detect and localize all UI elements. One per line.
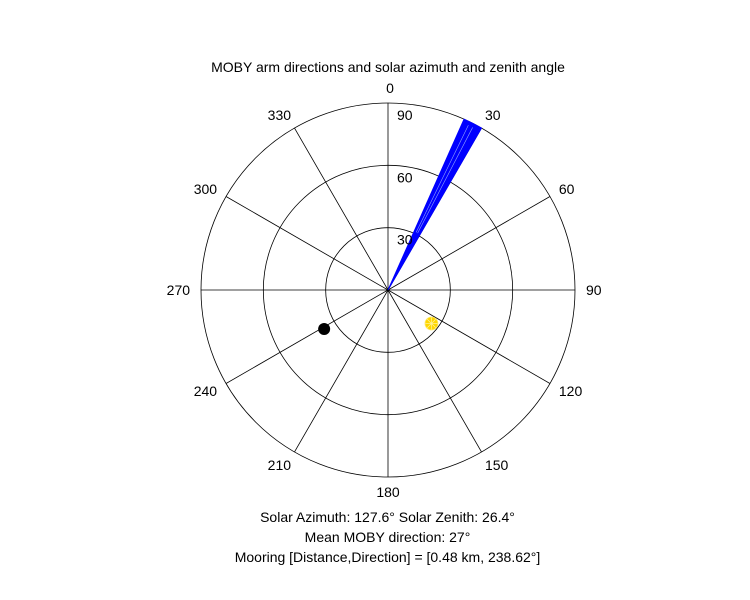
theta-tick-label: 180 — [376, 484, 400, 500]
mooring-line: Mooring [Distance,Direction] = [0.48 km,… — [234, 549, 541, 565]
grid-spoke — [387, 289, 551, 384]
theta-tick-label: 210 — [268, 457, 292, 473]
theta-tick-label: 330 — [268, 107, 292, 123]
moby-arm-line — [415, 125, 469, 233]
sun-ray — [431, 323, 436, 328]
theta-tick-label: 240 — [194, 383, 218, 399]
theta-tick-label: 90 — [586, 282, 602, 298]
theta-tick-label: 60 — [559, 181, 575, 197]
sun-ray — [431, 318, 436, 324]
r-tick-label: 60 — [397, 169, 413, 185]
grid-spoke — [387, 196, 551, 291]
data-layer — [318, 118, 483, 335]
solar-info-line: Solar Azimuth: 127.6° Solar Zenith: 26.4… — [260, 509, 515, 525]
tick-labels: 0 30 60 90 120 150 180 210 240 270 300 330 30 60 90 — [167, 80, 602, 500]
chart-title: MOBY arm directions and solar azimuth an… — [211, 59, 565, 75]
theta-tick-label: 0 — [386, 80, 394, 96]
moby-direction-line: Mean MOBY direction: 27° — [304, 529, 471, 545]
grid-spoke — [294, 127, 389, 291]
grid-spoke — [225, 196, 389, 291]
r-tick-label: 90 — [397, 107, 413, 123]
theta-tick-label: 30 — [485, 107, 501, 123]
polar-grid — [200, 102, 576, 478]
mooring-marker — [318, 322, 331, 335]
moby-arm-line — [417, 127, 473, 234]
r-tick-label: 30 — [397, 232, 413, 248]
moby-arm-wedge — [387, 118, 483, 291]
theta-tick-label: 120 — [559, 383, 583, 399]
grid-spoke — [387, 289, 482, 453]
theta-tick-label: 300 — [194, 181, 218, 197]
grid-spoke — [225, 289, 389, 384]
sun-ray — [426, 318, 432, 324]
sun-ray — [426, 323, 432, 328]
grid-spoke — [294, 289, 389, 453]
theta-tick-label: 270 — [167, 282, 191, 298]
theta-tick-label: 150 — [485, 457, 509, 473]
